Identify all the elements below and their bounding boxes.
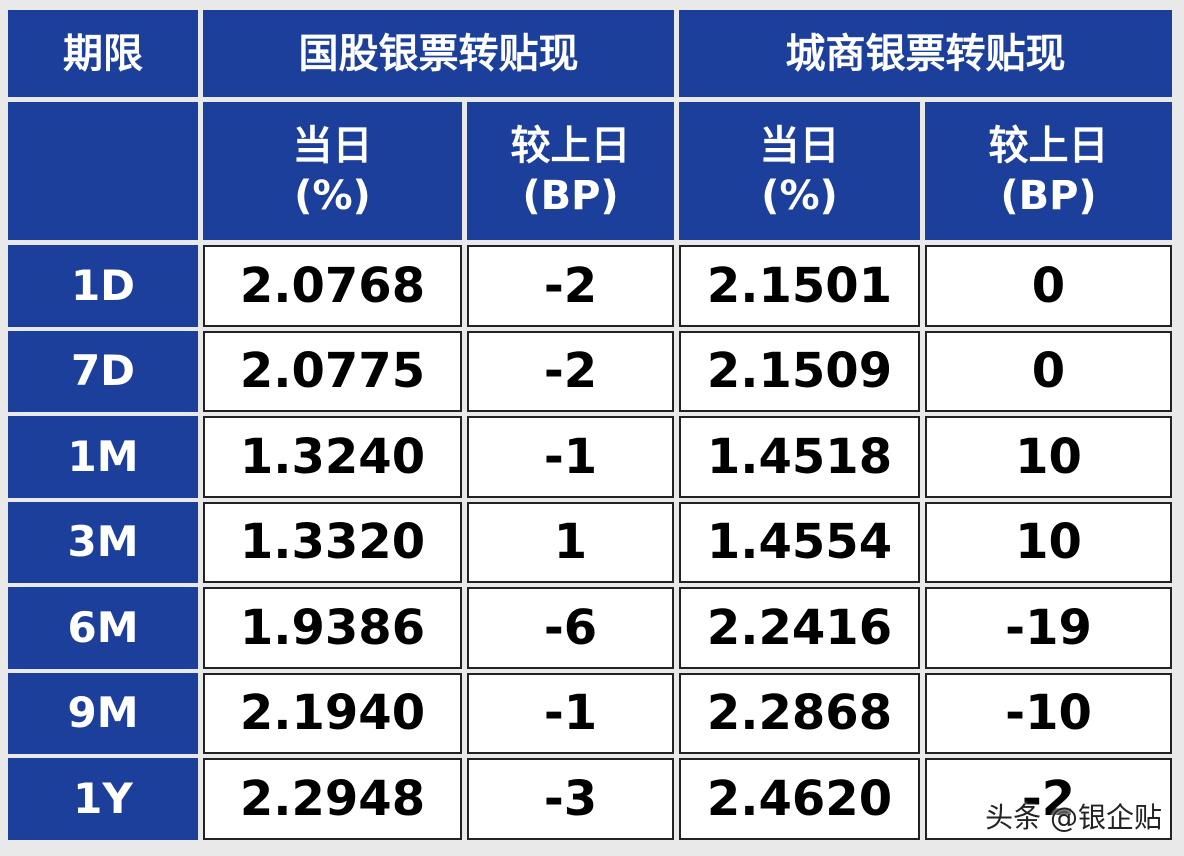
data-cell: 2.0768 [203,245,462,327]
sub-header-text: 当日 [759,123,840,169]
data-cell: -10 [925,672,1172,754]
data-cell: 1 [467,501,674,583]
cell-value: -3 [543,770,598,827]
data-cell: 1.4518 [679,416,920,498]
cell-value: 1.9386 [239,599,426,656]
sub-header-text: 较上日 [510,123,631,169]
data-cell: -6 [467,587,674,669]
cell-value: -2 [543,257,598,314]
cell-value: -19 [1005,599,1092,656]
header-cell: 城商银票转贴现 [679,10,1172,97]
data-cell: 1.9386 [203,587,462,669]
cell-value: 1.4518 [706,428,893,485]
term-text: 1M [67,431,139,481]
term-text: 9M [67,688,139,737]
header-text: 期限 [63,30,143,77]
sub-header-text: 当日 [292,123,373,169]
sub-header-cell: 当日 (%) [203,102,462,240]
cell-value: 0 [1031,343,1066,400]
term-cell: 9M [8,672,198,754]
cell-value: 0 [1031,257,1066,314]
cell-value: 2.1940 [239,685,426,742]
term-text: 3M [67,517,139,566]
data-cell: 10 [925,501,1172,583]
data-cell: -2 [925,758,1172,840]
cell-value: 1 [553,514,588,571]
cell-value: 2.1501 [706,257,893,314]
data-cell: -19 [925,587,1172,669]
cell-value: -2 [543,343,598,400]
data-cell: 2.1940 [203,672,462,754]
term-text: 6M [67,602,139,652]
term-text: 7D [70,346,136,395]
data-cell: 2.2948 [203,758,462,840]
cell-value: 10 [1015,514,1082,571]
data-cell: -2 [467,330,674,412]
term-text: 1D [70,260,136,310]
sub-header-cell: 较上日 (BP) [925,102,1172,240]
data-cell: -3 [467,758,674,840]
term-cell: 1D [8,245,198,327]
cell-value: -1 [543,685,598,742]
data-cell: 1.4554 [679,501,920,583]
sub-header-unit: (BP) [522,173,619,219]
data-cell: 2.2868 [679,672,920,754]
cell-value: 2.2416 [706,599,893,656]
data-cell: 2.1509 [679,330,920,412]
data-cell: -1 [467,416,674,498]
data-cell: 2.1501 [679,245,920,327]
cell-value: 2.0768 [239,257,426,314]
data-cell: 2.2416 [679,587,920,669]
cell-value: -6 [543,599,598,656]
term-cell: 1Y [8,758,198,840]
cell-value: -10 [1005,685,1092,742]
header-text: 城商银票转贴现 [785,30,1066,77]
sub-header-text: 较上日 [988,123,1109,169]
cell-value: 1.3240 [239,428,426,485]
cell-value: 2.0775 [239,343,426,400]
data-cell: 2.4620 [679,758,920,840]
term-cell: 6M [8,587,198,669]
data-cell: 1.3240 [203,416,462,498]
sub-header-cell: 当日 (%) [679,102,920,240]
data-cell: 0 [925,330,1172,412]
data-cell: 1.3320 [203,501,462,583]
header-cell [8,102,198,240]
term-cell: 3M [8,501,198,583]
term-cell: 7D [8,330,198,412]
cell-value: 2.2948 [239,770,426,827]
cell-value: 1.4554 [706,514,893,571]
sub-header-unit: (BP) [1000,173,1097,219]
data-cell: -2 [467,245,674,327]
term-cell: 1M [8,416,198,498]
data-cell: 0 [925,245,1172,327]
header-cell: 国股银票转贴现 [203,10,674,97]
data-cell: -1 [467,672,674,754]
cell-value: 2.2868 [706,685,893,742]
sub-header-cell: 较上日 (BP) [467,102,674,240]
data-cell: 10 [925,416,1172,498]
cell-value: 1.3320 [239,514,426,571]
cell-value: -1 [543,428,598,485]
cell-value: 10 [1015,428,1082,485]
sub-header-unit: (%) [761,173,838,219]
cell-value: 2.4620 [706,770,893,827]
header-text: 国股银票转贴现 [298,30,579,77]
term-text: 1Y [73,773,133,823]
data-cell: 2.0775 [203,330,462,412]
header-cell: 期限 [8,10,198,97]
watermark: 头条 @银企贴 [985,801,1162,834]
cell-value: 2.1509 [706,343,893,400]
sub-header-unit: (%) [294,173,371,219]
cell-value: -2 [1021,770,1076,827]
